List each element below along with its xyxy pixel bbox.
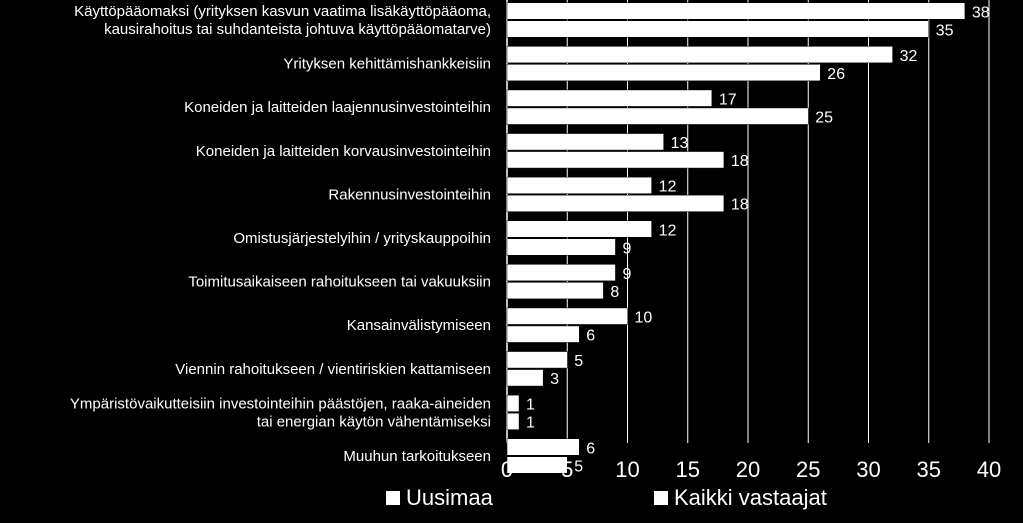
data-label: 12 — [659, 179, 677, 196]
category-label: tai energian käytön vähentämiseksi — [257, 413, 491, 430]
data-label: 6 — [586, 440, 595, 457]
category-label: Yrityksen kehittämishankkeisiin — [283, 56, 491, 73]
x-tick-label: 25 — [796, 457, 820, 482]
x-tick-label: 15 — [676, 457, 700, 482]
data-label: 26 — [827, 66, 845, 83]
data-label: 5 — [574, 353, 583, 370]
category-label: Rakennusinvestointeihin — [328, 186, 491, 203]
data-label: 25 — [815, 109, 833, 126]
data-label: 13 — [671, 135, 689, 152]
legend-label-kaikki-vastaajat: Kaikki vastaajat — [674, 485, 827, 510]
data-label: 38 — [972, 4, 990, 21]
bar-uusimaa — [506, 220, 652, 238]
bar-uusimaa — [506, 176, 652, 194]
legend-item-uusimaa: Uusimaa — [386, 484, 493, 512]
x-tick-label: 5 — [561, 457, 573, 482]
data-label: 9 — [622, 240, 631, 257]
data-label: 1 — [526, 397, 535, 414]
data-label: 9 — [622, 266, 631, 283]
bar-kaikki-vastaajat — [506, 107, 809, 125]
x-axis-ticks: 0 5 10 15 20 25 30 35 40 — [501, 457, 1001, 482]
legend-label-uusimaa: Uusimaa — [406, 485, 493, 510]
data-label: 3 — [550, 371, 559, 388]
category-labels: Käyttöpääomaksi (yrityksen kasvun vaatim… — [70, 3, 491, 465]
category-label: Viennin rahoitukseen / vientiriskien kat… — [175, 361, 491, 378]
bar-uusimaa — [506, 394, 520, 412]
data-label: 35 — [936, 22, 954, 39]
category-label: Ympäristövaikutteisiin investointeihin p… — [70, 395, 491, 412]
data-label: 32 — [900, 48, 918, 65]
x-tick-label: 30 — [856, 457, 880, 482]
bar-kaikki-vastaajat — [506, 456, 568, 474]
category-label: Muuhun tarkoitukseen — [343, 448, 491, 465]
data-label: 18 — [731, 153, 749, 170]
data-label: 5 — [574, 458, 583, 475]
bar-uusimaa — [506, 2, 966, 20]
category-label: Koneiden ja laitteiden laajennusinvestoi… — [184, 99, 491, 116]
data-label: 1 — [526, 415, 535, 432]
legend-swatch-uusimaa — [386, 491, 400, 505]
bar-uusimaa — [506, 351, 568, 369]
bar-kaikki-vastaajat — [506, 194, 725, 212]
bar-kaikki-vastaajat — [506, 151, 725, 169]
bar-kaikki-vastaajat — [506, 238, 616, 256]
data-label: 10 — [635, 309, 653, 326]
bar-uusimaa — [506, 307, 628, 325]
data-label: 8 — [610, 284, 619, 301]
bar-uusimaa — [506, 133, 664, 151]
bar-uusimaa — [506, 46, 893, 64]
data-label: 17 — [719, 91, 737, 108]
bar-uusimaa — [506, 89, 713, 107]
bar-uusimaa — [506, 438, 580, 456]
bar-kaikki-vastaajat — [506, 369, 544, 387]
bar-kaikki-vastaajat — [506, 412, 520, 430]
data-label: 12 — [659, 222, 677, 239]
category-label: Käyttöpääomaksi (yrityksen kasvun vaatim… — [74, 3, 491, 20]
bar-kaikki-vastaajat — [506, 64, 821, 82]
x-tick-label: 0 — [501, 457, 513, 482]
data-label: 6 — [586, 327, 595, 344]
data-label: 18 — [731, 197, 749, 214]
x-tick-label: 40 — [977, 457, 1001, 482]
x-tick-label: 10 — [615, 457, 639, 482]
bar-kaikki-vastaajat — [506, 325, 580, 343]
legend-swatch-kaikki-vastaajat — [654, 491, 668, 505]
bar-kaikki-vastaajat — [506, 282, 604, 300]
category-label: Toimitusaikaiseen rahoitukseen tai vakuu… — [188, 274, 491, 291]
x-tick-label: 35 — [917, 457, 941, 482]
bar-uusimaa — [506, 264, 616, 282]
bar-kaikki-vastaajat — [506, 20, 929, 38]
category-label: Kansainvälistymiseen — [347, 317, 491, 334]
category-label: Koneiden ja laitteiden korvausinvestoint… — [196, 143, 491, 160]
category-label: Omistusjärjestelyihin / yrityskauppoihin — [233, 230, 491, 247]
category-label: kausirahoitus tai suhdanteista johtuva k… — [104, 21, 491, 38]
x-tick-label: 20 — [736, 457, 760, 482]
legend-item-kaikki-vastaajat: Kaikki vastaajat — [654, 484, 827, 512]
